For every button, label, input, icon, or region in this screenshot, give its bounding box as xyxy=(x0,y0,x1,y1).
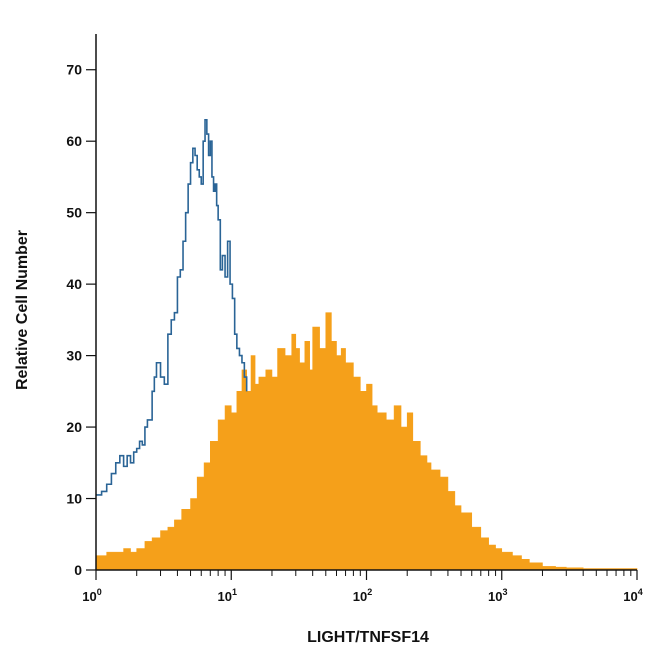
filled-histogram-series xyxy=(95,312,638,571)
x-tick-label: 101 xyxy=(218,587,237,604)
x-tick-label: 104 xyxy=(623,587,642,604)
y-tick-label: 70 xyxy=(66,62,82,78)
y-tick-label: 50 xyxy=(66,205,82,221)
y-tick-label: 60 xyxy=(66,133,82,149)
y-tick-label: 0 xyxy=(74,562,82,578)
x-axis-title: LIGHT/TNFSF14 xyxy=(307,629,429,646)
x-tick-label: 100 xyxy=(82,587,101,604)
x-tick-label: 102 xyxy=(353,587,372,604)
y-tick-label: 30 xyxy=(66,348,82,364)
y-tick-label: 10 xyxy=(66,491,82,507)
x-tick-label: 103 xyxy=(488,587,507,604)
y-tick-label: 20 xyxy=(66,419,82,435)
y-axis-title: Relative Cell Number xyxy=(14,230,31,390)
y-tick-label: 40 xyxy=(66,276,82,292)
outline-histogram-series xyxy=(96,118,248,496)
